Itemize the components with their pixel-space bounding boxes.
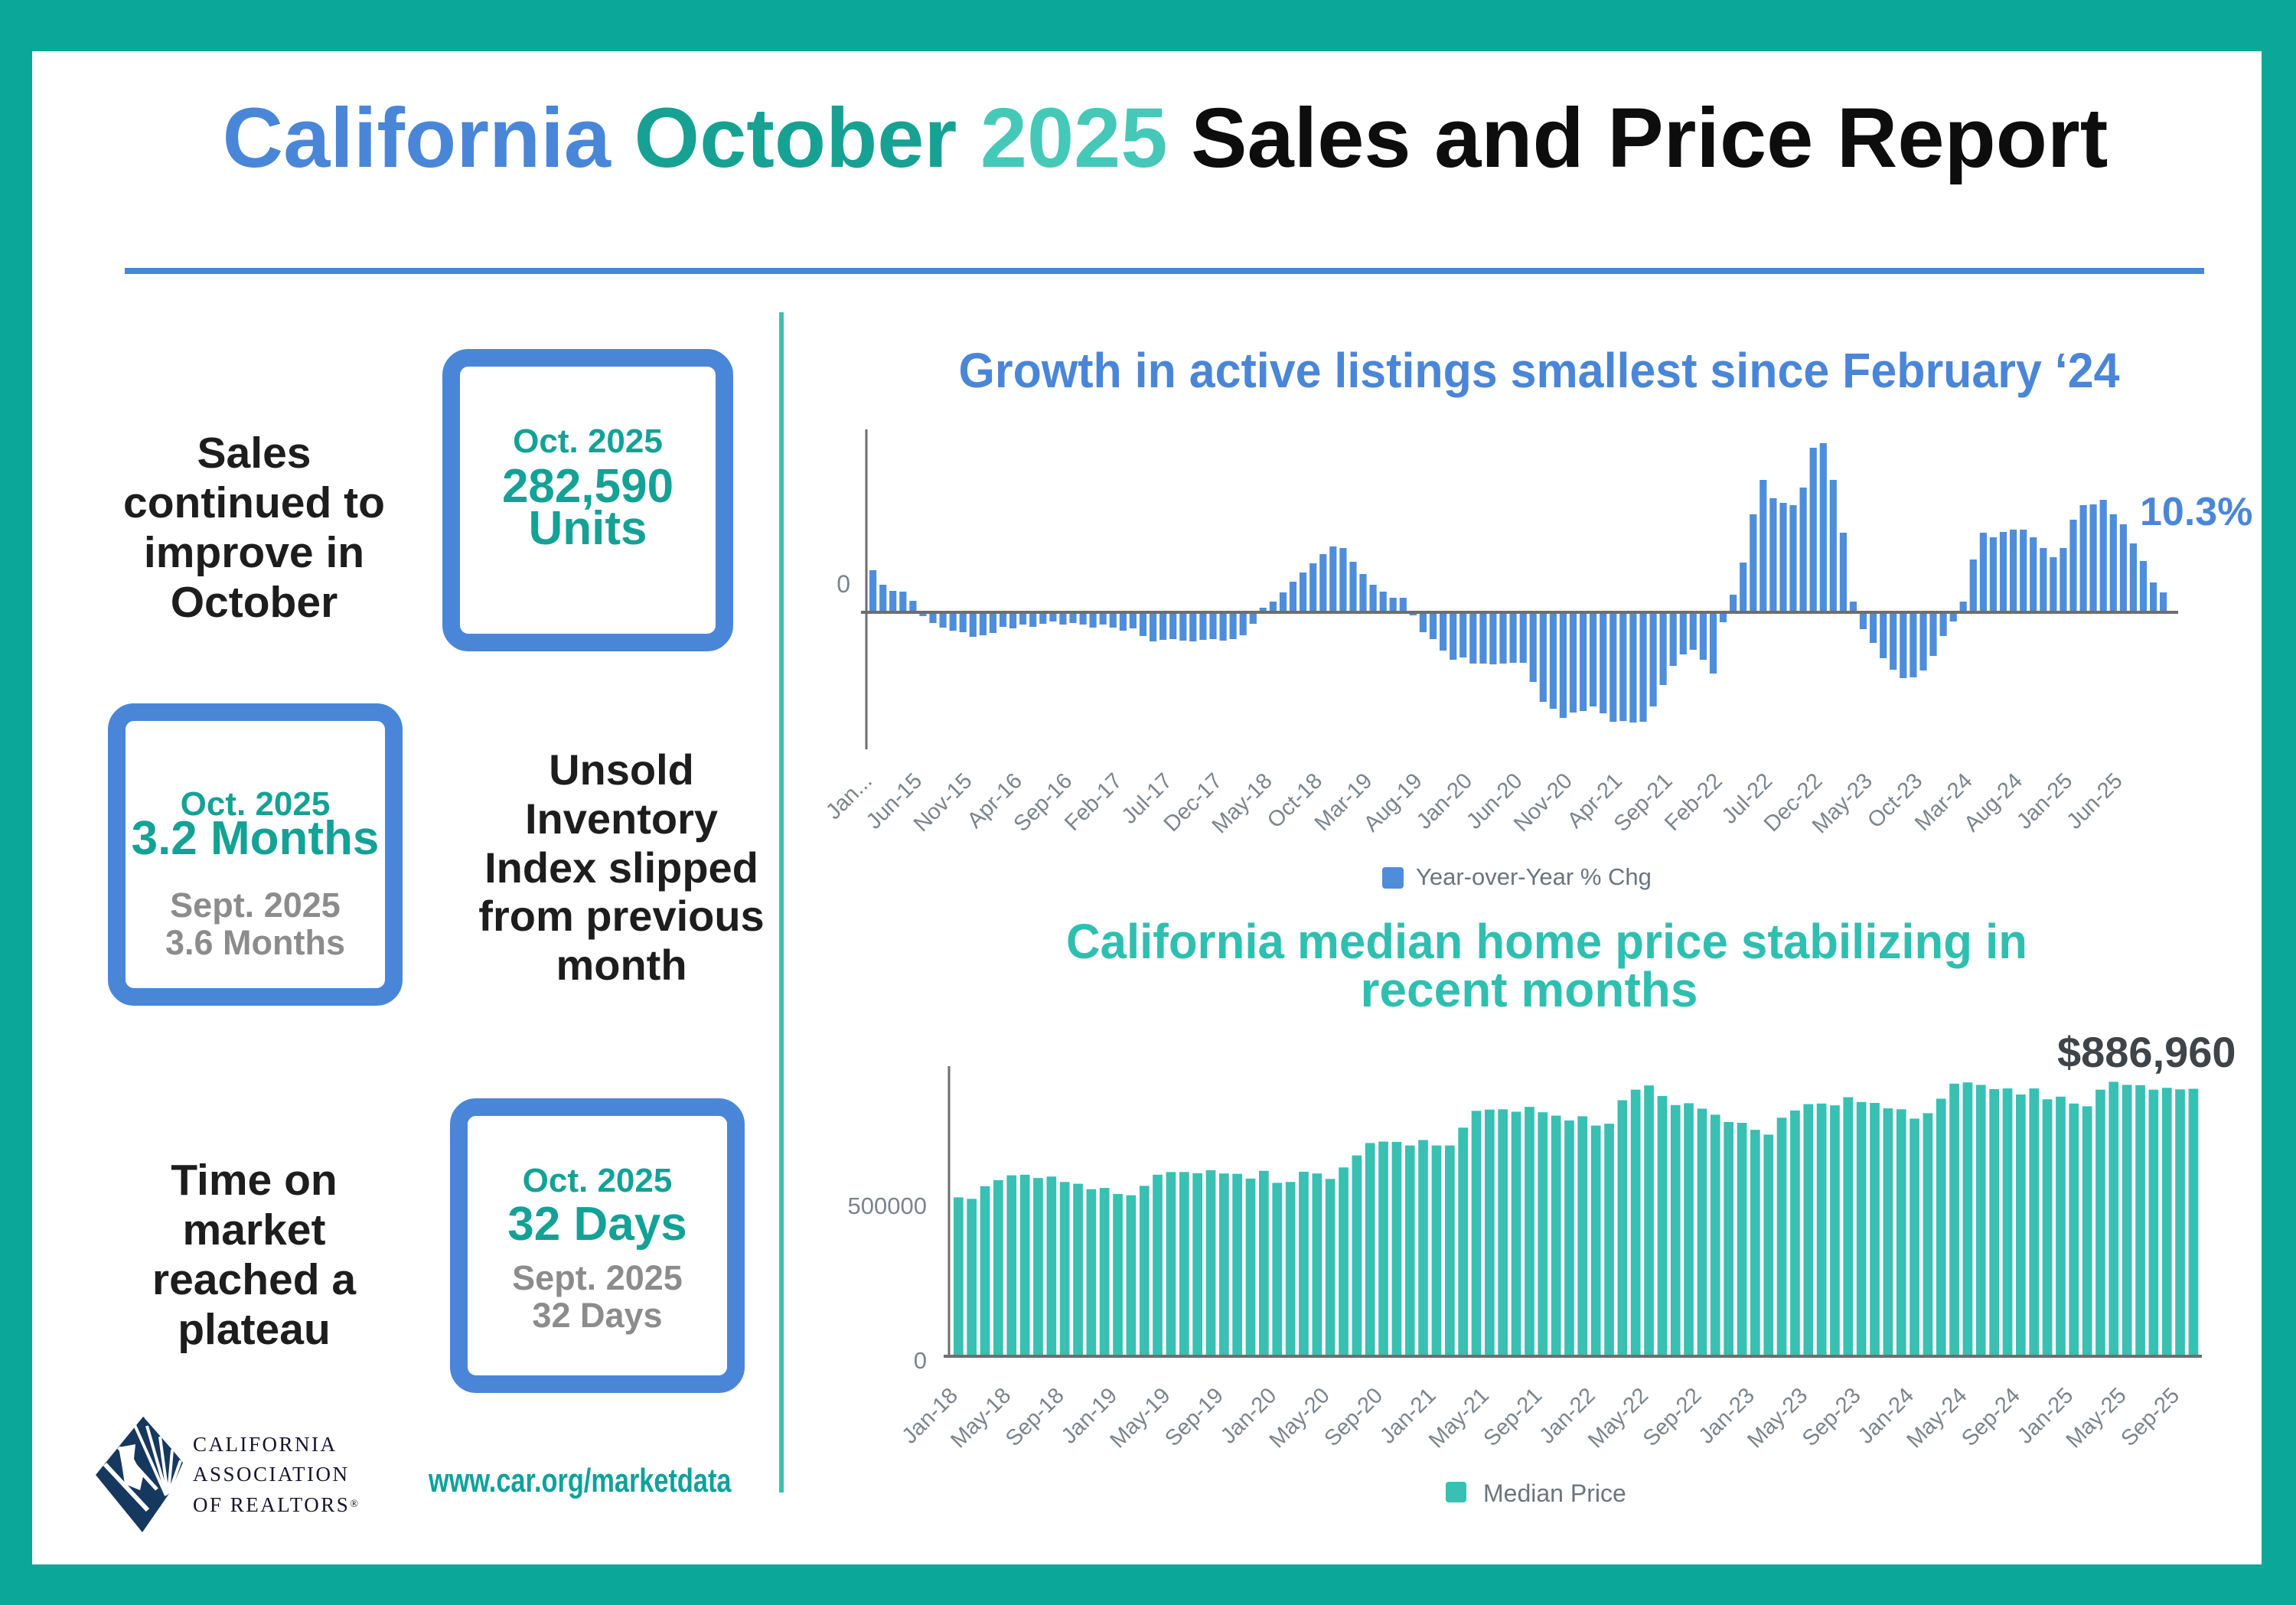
svg-text:0: 0 (914, 1347, 927, 1374)
svg-text:May-22: May-22 (1583, 1383, 1653, 1453)
svg-text:Sep-20: Sep-20 (1319, 1383, 1388, 1451)
svg-text:Growth in active listings smal: Growth in active listings smallest since… (959, 343, 2120, 398)
svg-text:Jun-25: Jun-25 (2062, 768, 2127, 833)
svg-text:May-18: May-18 (946, 1383, 1016, 1453)
svg-text:California median home price s: California median home price stabilizing… (1066, 914, 2027, 969)
svg-text:May-25: May-25 (2062, 1383, 2131, 1453)
svg-text:Sep-23: Sep-23 (1798, 1383, 1866, 1451)
svg-text:May-23: May-23 (1743, 1383, 1812, 1453)
svg-text:May-21: May-21 (1424, 1383, 1494, 1453)
svg-text:May-24: May-24 (1903, 1383, 1972, 1453)
svg-text:$886,960: $886,960 (2057, 1028, 2236, 1076)
svg-text:recent months: recent months (1361, 962, 1698, 1017)
svg-text:Feb-17: Feb-17 (1060, 768, 1127, 836)
svg-text:Sep-19: Sep-19 (1160, 1383, 1228, 1451)
svg-text:10.3%: 10.3% (2140, 490, 2252, 534)
svg-text:Sep-25: Sep-25 (2116, 1383, 2184, 1451)
svg-text:Jan-20: Jan-20 (1412, 768, 1477, 833)
svg-text:May-20: May-20 (1265, 1383, 1335, 1453)
svg-text:Sep-22: Sep-22 (1639, 1383, 1707, 1451)
svg-text:Jan-25: Jan-25 (2012, 768, 2077, 833)
svg-text:500000: 500000 (848, 1192, 927, 1219)
svg-text:Sep-24: Sep-24 (1957, 1383, 2025, 1451)
svg-text:Median Price: Median Price (1483, 1479, 1626, 1507)
svg-text:Feb-22: Feb-22 (1660, 768, 1727, 836)
svg-text:0: 0 (837, 570, 850, 598)
svg-text:Year-over-Year % Chg: Year-over-Year % Chg (1416, 863, 1652, 890)
svg-text:Sep-18: Sep-18 (1001, 1383, 1069, 1451)
svg-text:Sep-21: Sep-21 (1479, 1383, 1548, 1451)
svg-text:May-19: May-19 (1106, 1383, 1176, 1453)
